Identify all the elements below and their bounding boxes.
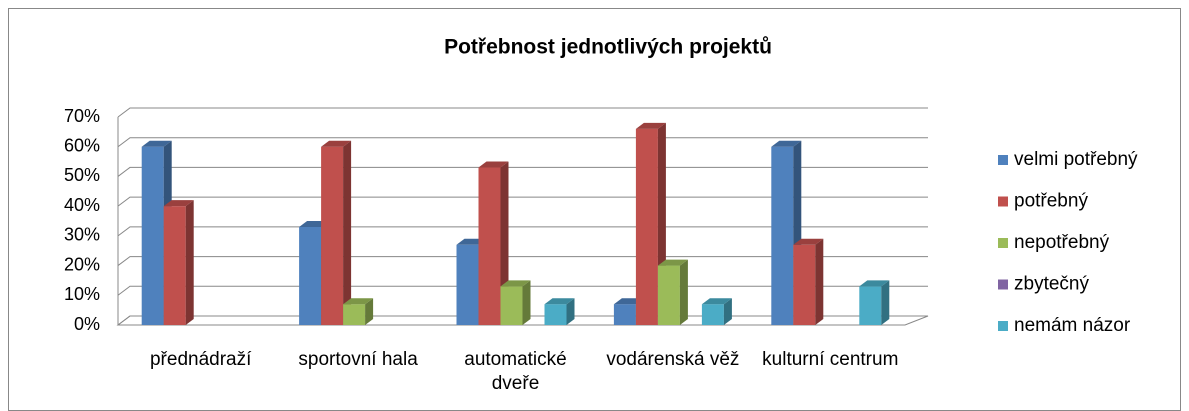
bar [343, 304, 366, 325]
chart-title: Potřebnost jednotlivých projektů [444, 36, 772, 59]
bar-top [500, 280, 531, 287]
bar-side [815, 238, 824, 325]
bar-top [141, 140, 172, 147]
x-tick-label: sportovní hala [298, 349, 418, 370]
x-tick-label: kulturní centrum [762, 349, 899, 370]
bar-side [679, 259, 688, 325]
bar-side [522, 280, 531, 325]
y-tick-label: 20% [64, 254, 100, 274]
y-tick-label: 10% [64, 284, 100, 304]
legend-label: velmi potřebný [1014, 149, 1138, 170]
bar [544, 304, 567, 325]
bar-side [343, 140, 352, 325]
bar [321, 146, 344, 325]
x-tick-label: přednádraží [149, 349, 252, 370]
bar-side [566, 298, 575, 325]
y-tick-label: 30% [64, 225, 100, 245]
legend-label: nepotřebný [1014, 232, 1110, 253]
bar-top [343, 298, 374, 305]
bar [657, 265, 680, 325]
bar-top [478, 161, 509, 168]
bar [859, 286, 882, 325]
bar [701, 304, 724, 325]
bar-top [771, 140, 802, 147]
bar [141, 146, 164, 325]
bar-top [163, 200, 194, 207]
y-tick-label: 60% [64, 135, 100, 155]
y-tick-label: 0% [74, 314, 100, 334]
bar-top [859, 280, 890, 287]
bar-top [701, 298, 732, 305]
bar [500, 286, 523, 325]
legend-label: potřebný [1014, 191, 1088, 212]
y-tick-label: 50% [64, 165, 100, 185]
bar-side [185, 200, 194, 325]
legend-swatch [998, 238, 1008, 248]
bar-side [881, 280, 890, 325]
bar-top [544, 298, 575, 305]
legend-label: zbytečný [1014, 274, 1089, 295]
bar [771, 146, 794, 325]
y-tick-label: 70% [64, 106, 100, 126]
bar [456, 244, 479, 325]
y-tick-label: 40% [64, 195, 100, 215]
bar [478, 167, 501, 325]
bar-top [793, 238, 824, 245]
bar [793, 244, 816, 325]
legend-label: nemám názor [1014, 315, 1131, 336]
bar-side [365, 298, 374, 325]
bar-top [321, 140, 352, 147]
x-tick-label: automatické dveře [464, 349, 567, 394]
bar [613, 304, 636, 325]
legend-swatch [998, 155, 1008, 165]
bar [163, 206, 186, 325]
bar-side [723, 298, 732, 325]
legend-swatch [998, 279, 1008, 290]
chart-border [8, 8, 1181, 411]
bar-top [635, 122, 666, 129]
bar-top [657, 259, 688, 266]
bar [635, 128, 658, 325]
legend-swatch [998, 321, 1008, 331]
legend-swatch [998, 196, 1008, 207]
grid-line [117, 107, 928, 118]
x-tick-label: vodárenská věž [606, 349, 740, 370]
bar [299, 226, 322, 325]
